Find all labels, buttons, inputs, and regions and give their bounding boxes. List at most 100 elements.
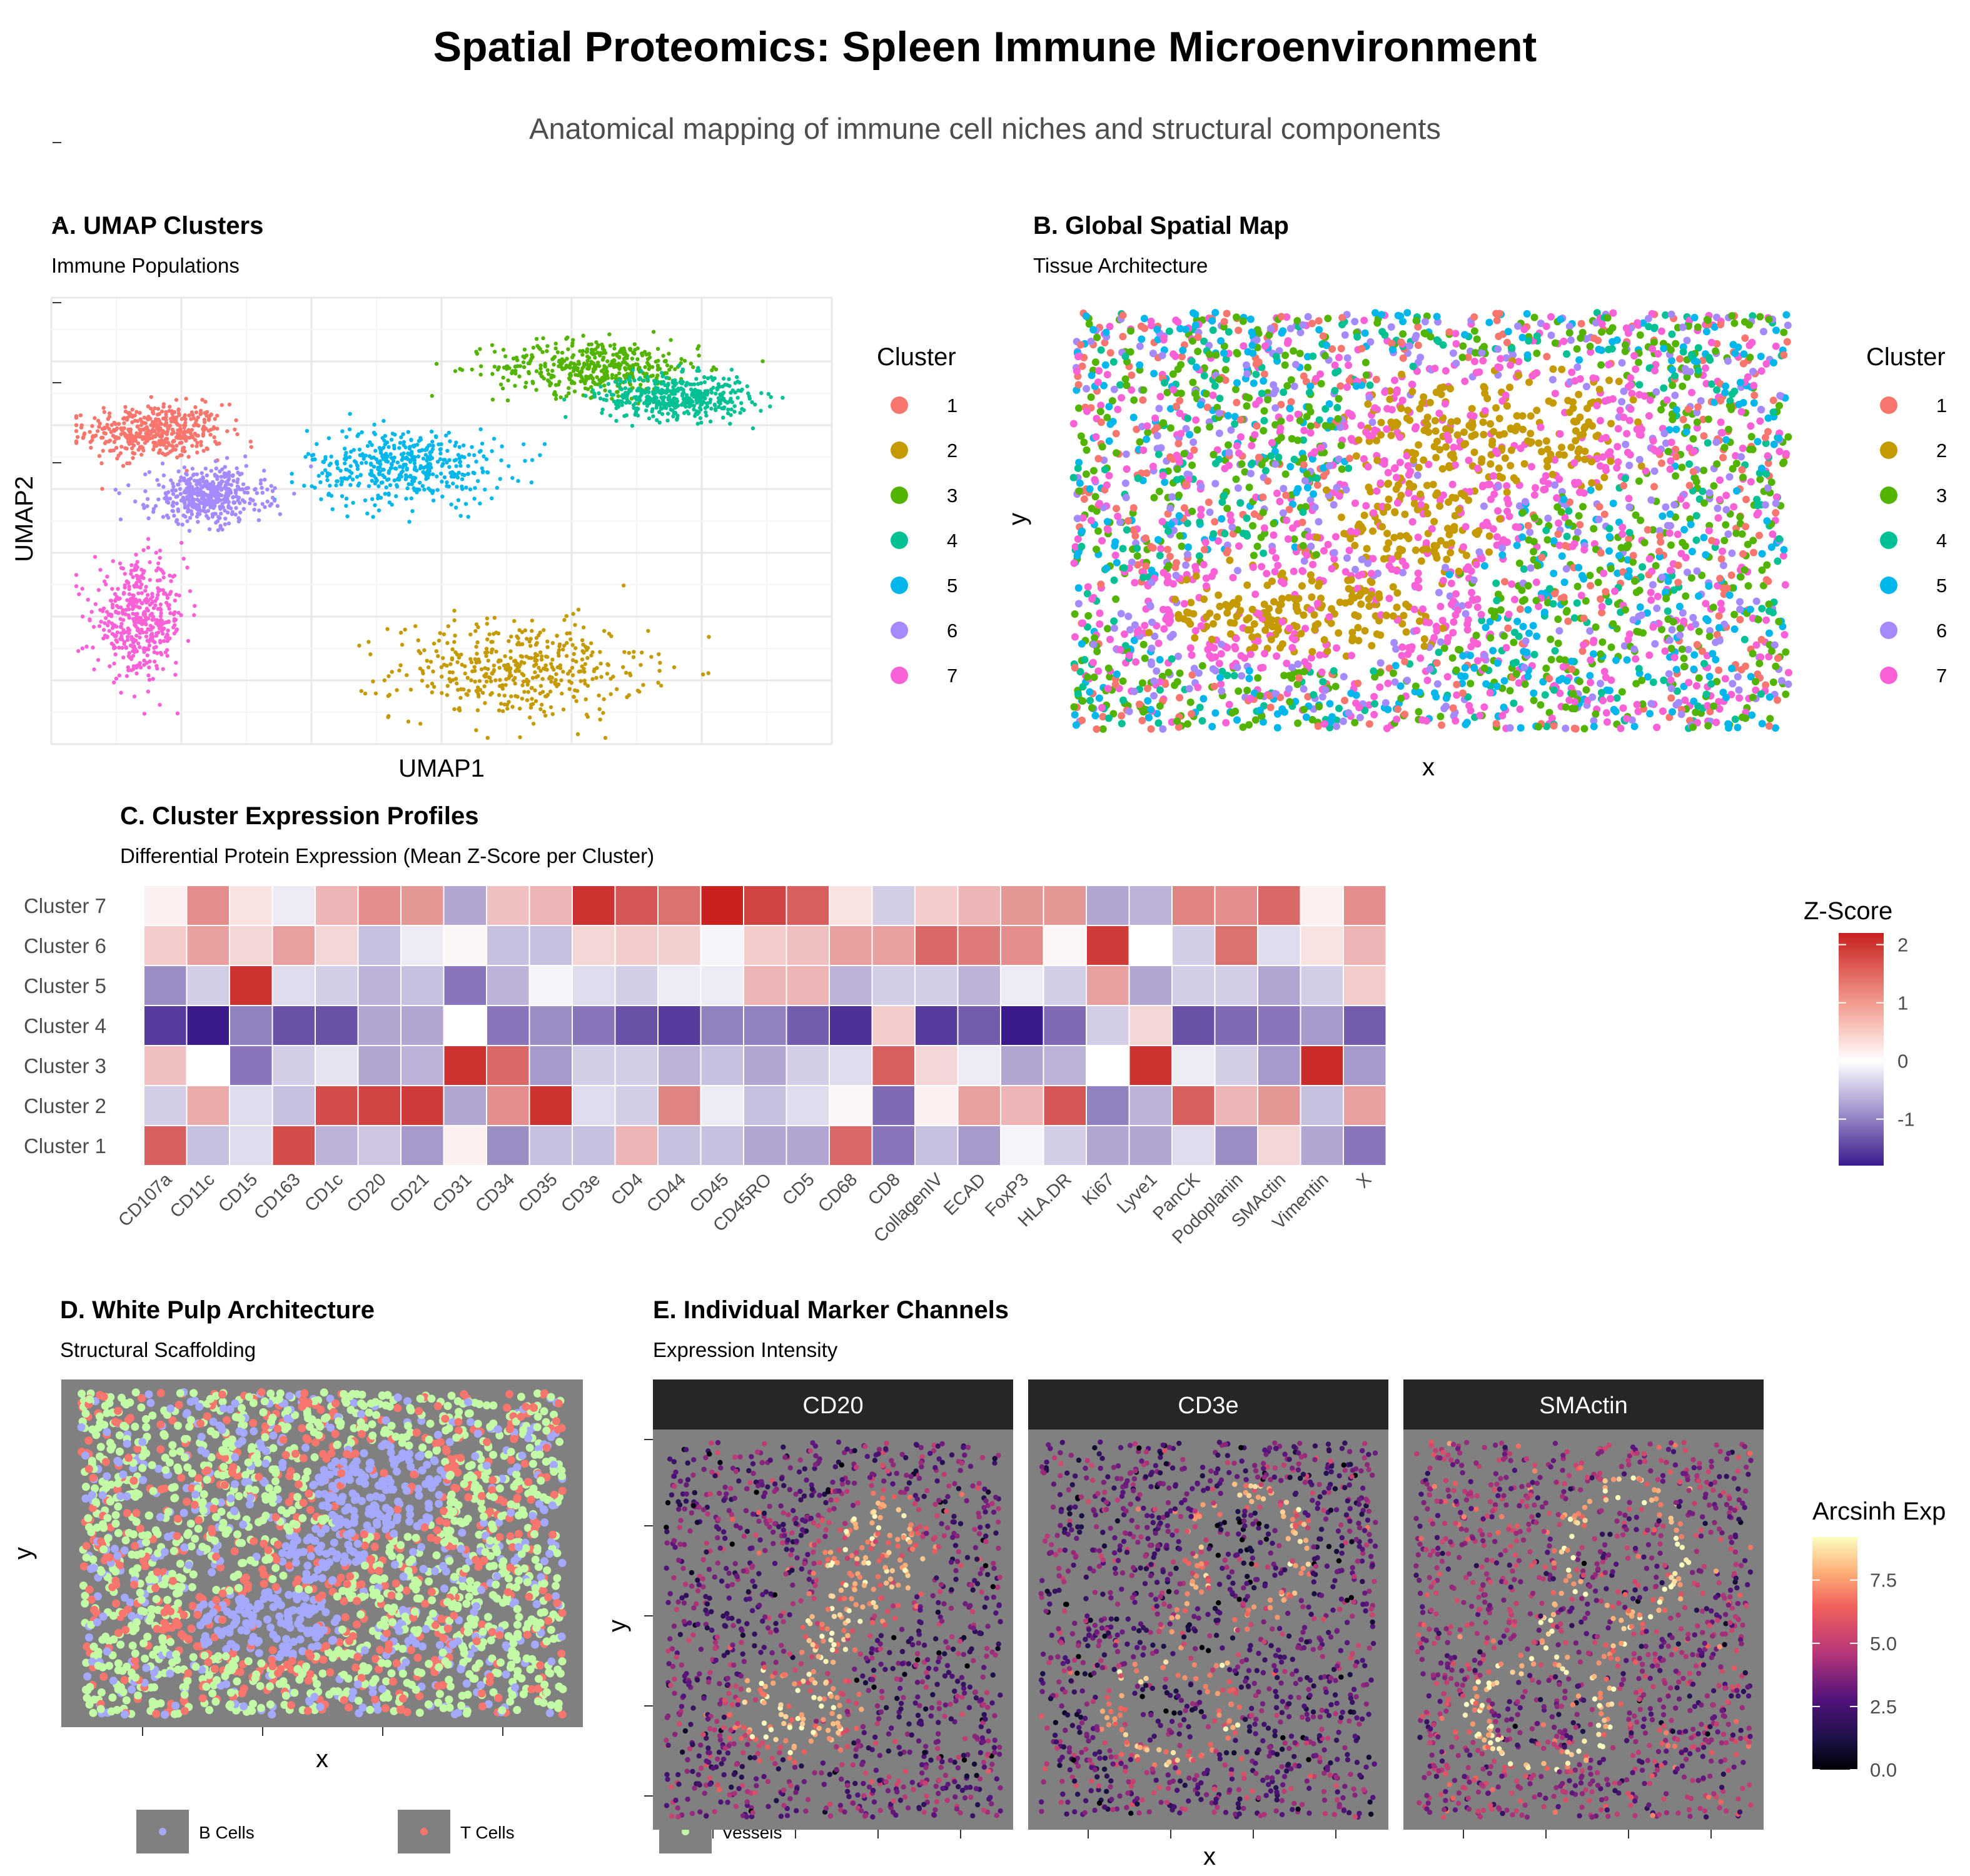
- umap-point-cluster-3: [669, 365, 674, 369]
- umap-point-cluster-6: [145, 497, 150, 502]
- umap-point-cluster-2: [448, 662, 453, 667]
- umap-point-cluster-4: [670, 380, 675, 385]
- umap-point-cluster-5: [422, 487, 427, 492]
- spatial-point-cluster-2: [1352, 452, 1360, 460]
- umap-point-cluster-4: [747, 394, 752, 398]
- umap-point-cluster-3: [550, 373, 554, 378]
- umap-point-cluster-2: [485, 637, 490, 642]
- umap-point-cluster-6: [126, 483, 131, 488]
- umap-point-cluster-2: [503, 654, 507, 658]
- umap-point-cluster-2: [465, 675, 470, 680]
- spatial-point-cluster-1: [1320, 472, 1328, 480]
- umap-point-cluster-7: [131, 645, 135, 649]
- umap-point-cluster-7: [129, 668, 134, 672]
- umap-point-cluster-5: [357, 481, 361, 486]
- umap-point-cluster-7: [193, 603, 197, 608]
- spatial-point-cluster-2: [1433, 554, 1441, 562]
- umap-point-cluster-5: [492, 436, 497, 441]
- umap-point-cluster-5: [390, 463, 394, 467]
- umap-point-cluster-1: [99, 461, 104, 465]
- umap-point-cluster-3: [572, 366, 577, 371]
- umap-point-cluster-3: [643, 365, 647, 370]
- umap-point-cluster-7: [121, 618, 126, 622]
- umap-point-cluster-4: [750, 400, 754, 405]
- umap-point-cluster-3: [646, 362, 651, 367]
- umap-point-cluster-1: [139, 445, 144, 450]
- umap-point-cluster-2: [567, 631, 572, 635]
- spatial-point-cluster-4: [1692, 512, 1700, 520]
- umap-point-cluster-4: [660, 374, 665, 378]
- umap-point-cluster-1: [102, 410, 106, 415]
- umap-point-cluster-7: [165, 633, 169, 637]
- spatial-point-cluster-7: [1301, 658, 1309, 666]
- umap-point-cluster-7: [110, 605, 115, 610]
- spatial-point-cluster-3: [1530, 697, 1538, 704]
- umap-point-cluster-2: [537, 633, 541, 638]
- umap-point-cluster-6: [223, 493, 228, 498]
- spatial-point-cluster-5: [1445, 570, 1453, 578]
- spatial-point-cluster-7: [1157, 545, 1165, 553]
- umap-point-cluster-5: [351, 448, 356, 452]
- umap-point-cluster-1: [204, 426, 208, 431]
- umap-point-cluster-1: [190, 443, 194, 448]
- umap-point-cluster-3: [453, 369, 458, 373]
- umap-point-cluster-1: [134, 434, 139, 439]
- spatial-point-cluster-4: [1164, 527, 1172, 535]
- umap-point-cluster-5: [451, 482, 455, 486]
- umap-point-cluster-3: [434, 361, 439, 366]
- spatial-point-cluster-6: [1725, 473, 1734, 481]
- umap-point-cluster-7: [124, 673, 129, 678]
- umap-point-cluster-1: [157, 411, 161, 416]
- umap-point-cluster-7: [152, 650, 156, 655]
- spatial-point-cluster-3: [1709, 603, 1717, 612]
- umap-point-cluster-2: [611, 674, 615, 679]
- umap-point-cluster-4: [670, 408, 675, 413]
- umap-point-cluster-6: [245, 490, 250, 495]
- umap-point-cluster-1: [153, 423, 157, 427]
- umap-point-cluster-5: [418, 466, 423, 471]
- umap-point-cluster-4: [674, 401, 679, 406]
- umap-point-cluster-2: [508, 656, 513, 660]
- umap-point-cluster-7: [96, 588, 101, 592]
- umap-point-cluster-1: [154, 432, 159, 436]
- umap-point-cluster-7: [115, 630, 119, 635]
- spatial-point-cluster-7: [1231, 643, 1239, 651]
- umap-point-cluster-6: [256, 518, 261, 522]
- umap-point-cluster-2: [520, 697, 524, 701]
- spatial-point-cluster-5: [1326, 700, 1334, 708]
- spatial-point-cluster-2: [1426, 398, 1434, 406]
- umap-point-cluster-4: [759, 391, 764, 395]
- umap-point-cluster-5: [395, 460, 400, 465]
- umap-point-cluster-6: [212, 512, 216, 516]
- umap-point-cluster-4: [685, 409, 690, 414]
- umap-point-cluster-1: [78, 413, 83, 418]
- umap-point-cluster-1: [111, 433, 115, 438]
- umap-point-cluster-5: [392, 478, 397, 483]
- umap-point-cluster-7: [135, 628, 140, 633]
- umap-point-cluster-2: [605, 672, 610, 676]
- spatial-point-cluster-6: [1562, 565, 1570, 573]
- umap-point-cluster-4: [697, 410, 701, 415]
- spatial-point-cluster-1: [1372, 375, 1380, 383]
- umap-point-cluster-6: [229, 483, 234, 487]
- spatial-point-cluster-2: [1293, 623, 1301, 631]
- umap-point-cluster-5: [404, 455, 409, 460]
- umap-point-cluster-4: [660, 401, 665, 406]
- spatial-point-cluster-3: [1437, 712, 1445, 720]
- umap-point-cluster-5: [325, 478, 330, 482]
- umap-point-cluster-1: [159, 433, 164, 437]
- spatial-point-cluster-2: [1402, 600, 1410, 608]
- umap-point-cluster-3: [596, 343, 600, 348]
- umap-point-cluster-4: [635, 406, 639, 411]
- umap-point-cluster-3: [602, 383, 607, 388]
- umap-point-cluster-5: [457, 456, 462, 461]
- umap-point-cluster-1: [96, 418, 101, 423]
- umap-point-cluster-3: [553, 396, 558, 401]
- umap-point-cluster-3: [603, 388, 607, 393]
- spatial-point-cluster-7: [1235, 542, 1243, 550]
- umap-point-cluster-6: [170, 488, 174, 493]
- umap-point-cluster-2: [494, 649, 498, 654]
- umap-point-cluster-1: [101, 406, 106, 410]
- umap-point-cluster-5: [357, 447, 362, 452]
- umap-point-cluster-5: [453, 443, 457, 448]
